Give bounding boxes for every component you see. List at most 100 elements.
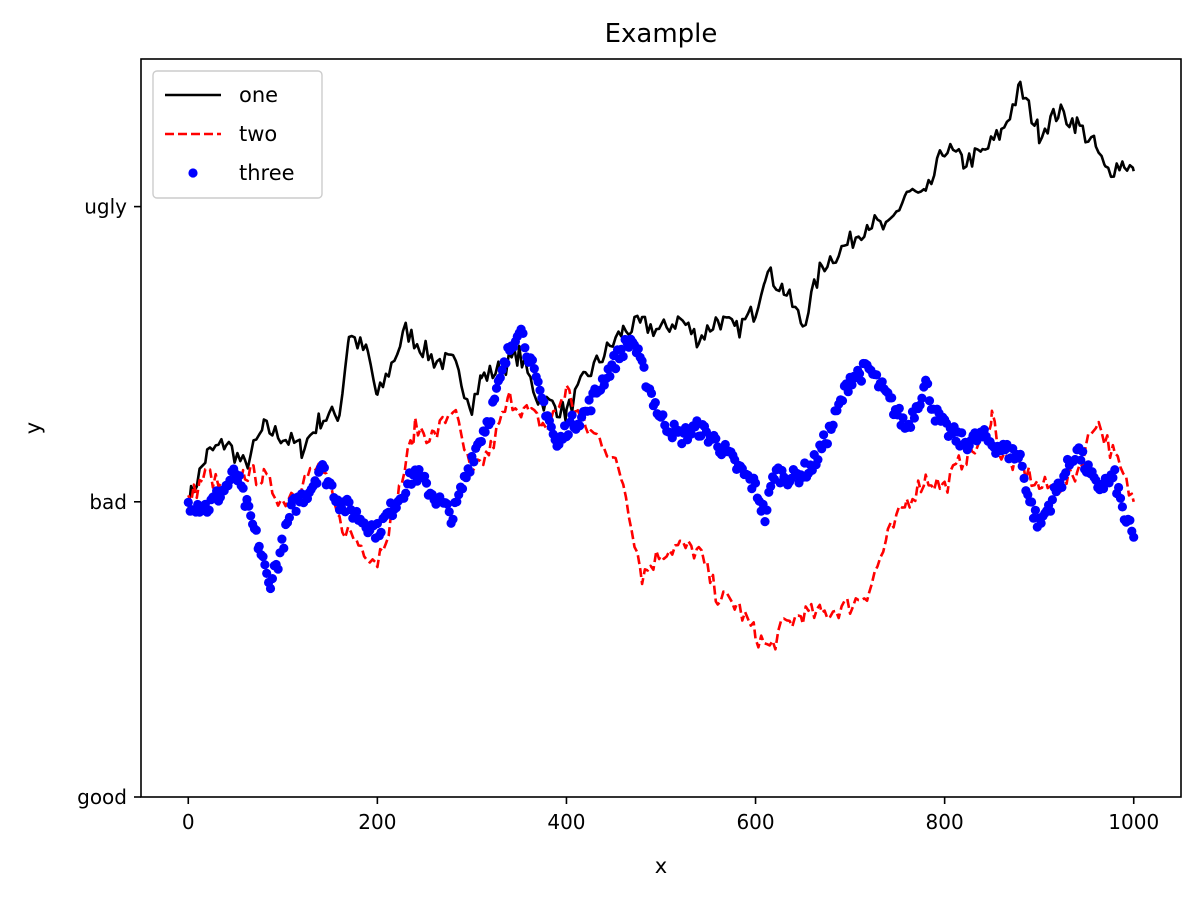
data-point-three (291, 506, 301, 516)
data-point-three (452, 497, 462, 507)
legend-label: three (239, 161, 295, 185)
data-point-three (265, 583, 276, 594)
x-tick-label: 0 (182, 810, 195, 834)
data-point-three (1110, 465, 1120, 475)
x-tick-label: 400 (547, 810, 585, 834)
data-point-three (633, 344, 643, 354)
data-point-three (204, 505, 214, 515)
data-point-three (1125, 515, 1135, 525)
data-point-three (843, 387, 853, 397)
data-point-three (258, 552, 268, 562)
data-point-three (856, 376, 867, 386)
data-point-three (1083, 460, 1093, 470)
data-point-three (894, 403, 904, 413)
data-point-three (586, 406, 596, 416)
data-point-three (887, 393, 897, 403)
data-point-three (658, 410, 668, 420)
data-point-three (1030, 505, 1040, 515)
y-tick-label: good (77, 785, 127, 809)
data-point-three (238, 483, 248, 493)
data-point-three (535, 385, 545, 395)
data-point-three (457, 484, 468, 494)
data-point-three (497, 365, 507, 375)
data-point-three (686, 429, 696, 439)
legend-item-two: two (165, 122, 277, 146)
data-point-three (352, 506, 362, 517)
data-point-three (469, 457, 479, 467)
data-point-three (646, 388, 657, 398)
data-point-three (575, 421, 585, 431)
series-one (187, 80, 1135, 513)
series-line-one (187, 80, 1135, 513)
data-point-three (501, 358, 511, 368)
data-point-three (448, 514, 458, 524)
data-point-three (750, 478, 761, 488)
legend-marker (188, 168, 198, 178)
data-point-three (720, 439, 730, 450)
data-point-three (1036, 518, 1046, 528)
data-point-three (260, 560, 270, 570)
data-point-three (766, 481, 776, 491)
data-point-three (273, 564, 283, 574)
data-point-three (277, 534, 287, 544)
data-point-three (1061, 468, 1071, 478)
data-point-three (1117, 502, 1127, 512)
legend-label: one (239, 83, 278, 107)
data-point-three (480, 427, 490, 437)
data-point-three (486, 417, 496, 427)
data-point-three (605, 371, 615, 381)
data-point-three (667, 433, 677, 443)
x-tick-label: 200 (358, 810, 396, 834)
data-point-three (1076, 455, 1086, 465)
data-point-three (1019, 473, 1029, 483)
chart-title: Example (605, 19, 718, 49)
data-point-three (376, 527, 386, 538)
y-axis-label: y (21, 422, 45, 434)
data-point-three (546, 422, 556, 432)
data-point-three (267, 574, 277, 584)
legend-item-three: three (188, 161, 295, 185)
data-point-three (254, 541, 264, 552)
data-point-three (1015, 449, 1025, 459)
data-point-three (828, 420, 838, 430)
data-point-three (490, 394, 500, 404)
legend: one two three (152, 70, 323, 199)
data-point-three (520, 343, 530, 353)
data-point-three (279, 543, 289, 553)
x-axis-label: x (655, 854, 667, 878)
series-layer (183, 80, 1139, 651)
data-point-three (465, 467, 475, 477)
data-point-three (762, 505, 772, 515)
data-point-three (1023, 490, 1033, 500)
data-point-three (183, 497, 193, 507)
data-point-three (284, 512, 294, 523)
data-point-three (711, 434, 721, 444)
data-point-three (906, 422, 916, 432)
data-point-three (344, 497, 354, 507)
data-point-three (616, 344, 626, 354)
data-point-three (915, 400, 925, 410)
data-point-three (1045, 506, 1056, 516)
data-point-three (401, 488, 411, 498)
data-point-three (444, 507, 454, 517)
data-point-three (854, 369, 865, 379)
data-point-three (539, 397, 549, 407)
legend-item-one: one (165, 83, 278, 107)
data-point-three (837, 396, 848, 406)
data-point-three (924, 396, 935, 406)
data-point-three (639, 362, 649, 372)
data-point-three (917, 393, 927, 403)
data-point-three (760, 517, 770, 527)
data-point-three (1027, 497, 1037, 507)
legend-box (152, 70, 323, 199)
data-point-three (246, 511, 256, 521)
data-point-three (1098, 484, 1109, 494)
data-point-three (909, 413, 920, 423)
series-two (187, 384, 1135, 651)
data-point-three (244, 501, 254, 511)
data-point-three (312, 478, 322, 488)
data-point-three (611, 364, 621, 374)
data-point-three (476, 436, 486, 447)
data-point-three (1078, 447, 1088, 457)
